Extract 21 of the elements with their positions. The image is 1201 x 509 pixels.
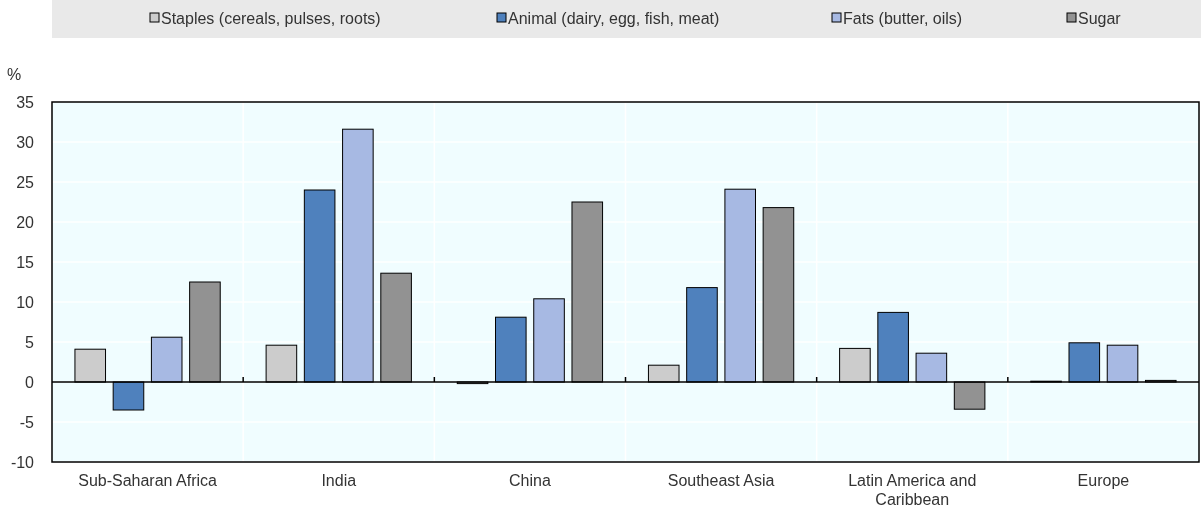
y-tick-label: -10 [10, 453, 35, 471]
x-tick-label: China [509, 472, 551, 489]
x-tick-label: Latin America and Caribbean [848, 472, 977, 508]
y-tick-label: 30 [16, 133, 35, 151]
y-tick-label: 35 [16, 93, 35, 111]
legend-label: Animal (dairy, egg, fish, meat) [508, 9, 720, 27]
y-axis-title: % [6, 66, 22, 83]
x-tick-label: Europe [1077, 472, 1130, 489]
y-tick-label: 15 [16, 253, 35, 271]
y-tick-label: 10 [16, 293, 35, 311]
x-tick-label: Southeast Asia [667, 472, 775, 489]
legend-label: Sugar [1078, 9, 1122, 27]
y-tick-label: 5 [25, 333, 35, 351]
y-tick-label: 0 [25, 373, 35, 391]
y-tick-label: 20 [16, 213, 35, 231]
legend-label: Fats (butter, oils) [843, 9, 963, 27]
x-tick-label: Sub-Saharan Africa [78, 472, 218, 489]
y-tick-label: -5 [19, 413, 35, 431]
x-tick-label: India [321, 472, 357, 489]
y-tick-label: 25 [16, 173, 35, 191]
legend-label: Staples (cereals, pulses, roots) [161, 9, 381, 27]
